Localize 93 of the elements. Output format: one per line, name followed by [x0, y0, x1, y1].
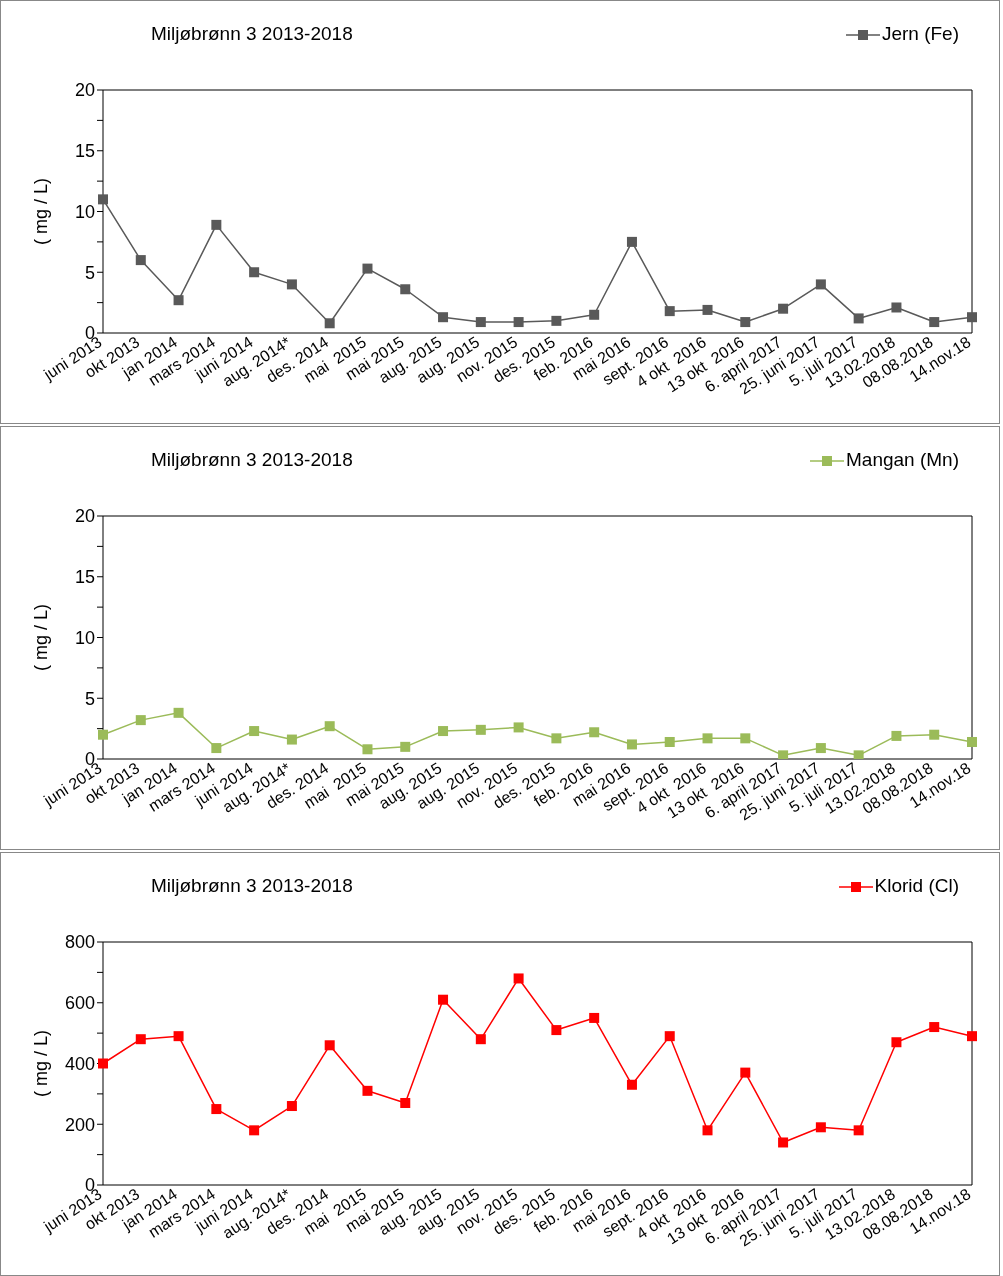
point — [400, 1097, 411, 1108]
y-tick-label: 20 — [74, 80, 95, 101]
point — [286, 279, 297, 290]
point — [135, 255, 146, 266]
point — [135, 715, 146, 726]
y-tick-label: 600 — [64, 993, 95, 1014]
point — [286, 1101, 297, 1112]
point — [626, 236, 637, 247]
y-axis-title: ( mg / L) — [31, 603, 52, 672]
point — [778, 1137, 789, 1148]
point — [551, 315, 562, 326]
point — [702, 304, 713, 315]
y-axis-title: ( mg / L) — [31, 1029, 52, 1098]
point — [778, 303, 789, 314]
point — [815, 1122, 826, 1133]
chart-title: Miljøbrønn 3 2013-2018 — [151, 449, 353, 471]
y-tick-label: 10 — [74, 627, 95, 648]
point — [173, 707, 184, 718]
point — [702, 1125, 713, 1136]
y-tick-label: 10 — [74, 201, 95, 222]
point — [438, 726, 449, 737]
point — [626, 739, 637, 750]
legend-label: Jern (Fe) — [880, 23, 959, 45]
y-tick-label: 5 — [84, 688, 95, 709]
point — [664, 306, 675, 317]
point — [853, 750, 864, 759]
y-tick-label: 200 — [64, 1114, 95, 1135]
point — [135, 1034, 146, 1045]
y-axis-title: ( mg / L) — [31, 177, 52, 246]
point — [589, 309, 600, 320]
point — [211, 219, 222, 230]
point — [589, 1012, 600, 1023]
point — [891, 1037, 902, 1048]
point — [362, 744, 373, 755]
point — [249, 1125, 260, 1136]
point — [589, 727, 600, 738]
point — [400, 741, 411, 752]
point — [324, 721, 335, 732]
point — [778, 750, 789, 759]
y-tick-label: 5 — [84, 262, 95, 283]
y-tick-label: 800 — [64, 932, 95, 953]
point — [929, 317, 940, 328]
legend-label: Klorid (Cl) — [873, 875, 959, 897]
point — [98, 194, 108, 205]
point — [891, 302, 902, 313]
point — [815, 279, 826, 290]
legend-label: Mangan (Mn) — [845, 449, 959, 471]
y-tick-label: 15 — [74, 141, 95, 162]
chart-title: Miljøbrønn 3 2013-2018 — [151, 875, 353, 897]
point — [98, 729, 108, 740]
point — [967, 1031, 977, 1042]
point — [249, 726, 260, 737]
point — [286, 734, 297, 745]
point — [853, 1125, 864, 1136]
point — [475, 724, 486, 735]
point — [664, 736, 675, 747]
point — [475, 1034, 486, 1045]
point — [438, 312, 449, 323]
point — [513, 317, 524, 328]
point — [362, 263, 373, 274]
point — [513, 973, 524, 984]
y-tick-label: 400 — [64, 1053, 95, 1074]
y-tick-label: 15 — [74, 567, 95, 588]
point — [702, 733, 713, 744]
point — [249, 267, 260, 278]
point — [173, 1031, 184, 1042]
point — [815, 743, 826, 754]
point — [740, 733, 751, 744]
y-tick-label: 20 — [74, 506, 95, 527]
point — [475, 317, 486, 328]
point — [438, 994, 449, 1005]
point — [211, 743, 222, 754]
point — [740, 1067, 751, 1078]
point — [211, 1104, 222, 1115]
point — [362, 1085, 373, 1096]
point — [664, 1031, 675, 1042]
point — [967, 312, 977, 323]
point — [173, 295, 184, 306]
point — [929, 729, 940, 740]
point — [400, 284, 411, 295]
point — [891, 730, 902, 741]
point — [626, 1079, 637, 1090]
point — [853, 313, 864, 324]
point — [740, 317, 751, 328]
point — [551, 733, 562, 744]
point — [967, 736, 977, 747]
point — [551, 1025, 562, 1036]
chart-title: Miljøbrønn 3 2013-2018 — [151, 23, 353, 45]
point — [513, 722, 524, 733]
point — [324, 1040, 335, 1051]
point — [98, 1058, 108, 1069]
point — [929, 1022, 940, 1033]
point — [324, 318, 335, 329]
